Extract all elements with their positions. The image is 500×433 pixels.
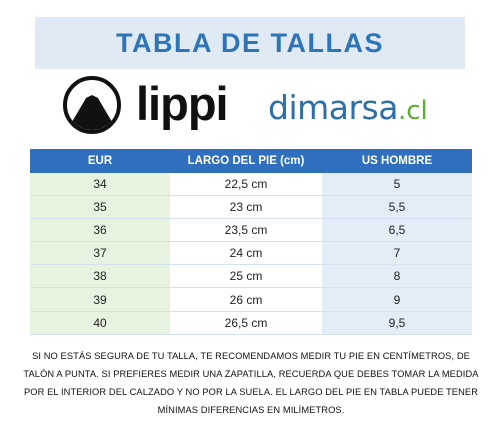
dimarsa-wordmark: dimarsa (268, 88, 398, 127)
cell-eur: 38 (30, 264, 170, 289)
table-row: 39 26 cm 9 (30, 287, 472, 312)
cell-eur: 40 (30, 311, 170, 335)
lippi-mountain-icon (63, 76, 121, 134)
title-banner: TABLA DE TALLAS (35, 17, 465, 69)
cell-us: 7 (322, 241, 472, 266)
cell-largo: 25 cm (170, 264, 322, 289)
table-row: 38 25 cm 8 (30, 264, 472, 289)
cell-us: 9,5 (322, 311, 472, 335)
header-eur: EUR (30, 149, 170, 173)
cell-largo: 26 cm (170, 287, 322, 312)
dimarsa-domain: .cl (397, 96, 428, 126)
table-row: 36 23,5 cm 6,5 (30, 218, 472, 243)
table-row: 40 26,5 cm 9,5 (30, 311, 472, 335)
table-header-row: EUR LARGO DEL PIE (cm) US HOMBRE (30, 149, 472, 173)
measurement-note: Si no estás segura de tu talla, te recom… (23, 351, 479, 415)
cell-us: 6,5 (322, 218, 472, 243)
cell-eur: 35 (30, 195, 170, 220)
table-row: 37 24 cm 7 (30, 241, 472, 266)
cell-largo: 26,5 cm (170, 311, 322, 335)
cell-us: 5 (322, 173, 472, 197)
cell-eur: 36 (30, 218, 170, 243)
lippi-logo: lippi (62, 76, 232, 134)
size-table: EUR LARGO DEL PIE (cm) US HOMBRE 34 22,5… (30, 149, 472, 335)
cell-eur: 37 (30, 241, 170, 266)
page-title: TABLA DE TALLAS (116, 27, 384, 58)
cell-largo: 23 cm (170, 195, 322, 220)
dimarsa-logo: dimarsa.cl (268, 86, 428, 130)
table-row: 34 22,5 cm 5 (30, 173, 472, 197)
cell-largo: 23,5 cm (170, 218, 322, 243)
cell-us: 8 (322, 264, 472, 289)
table-row: 35 23 cm 5,5 (30, 195, 472, 220)
cell-largo: 22,5 cm (170, 173, 322, 197)
header-largo-del-pie: LARGO DEL PIE (cm) (170, 149, 322, 173)
header-us-hombre: US HOMBRE (322, 149, 472, 173)
cell-eur: 39 (30, 287, 170, 312)
cell-largo: 24 cm (170, 241, 322, 266)
cell-us: 9 (322, 287, 472, 312)
cell-eur: 34 (30, 173, 170, 197)
cell-us: 5,5 (322, 195, 472, 220)
lippi-wordmark: lippi (136, 77, 229, 130)
